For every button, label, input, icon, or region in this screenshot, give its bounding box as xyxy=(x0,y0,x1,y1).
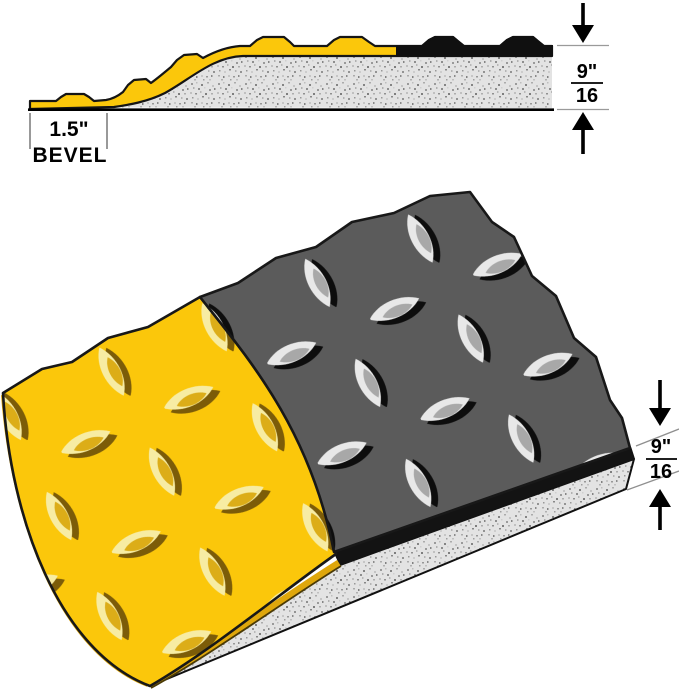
thickness-dimension-cross-section: 9" 16 xyxy=(557,3,609,154)
yellow-side-band-shadow-line xyxy=(150,565,342,689)
isometric-view: 9" 16 xyxy=(1,190,679,689)
thickness-denominator: 16 xyxy=(576,85,598,107)
thickness-dimension-iso: 9" 16 xyxy=(626,380,679,530)
arrow-up-icon-iso xyxy=(649,489,671,530)
bevel-width-dimension: 1.5" BEVEL xyxy=(29,113,108,167)
thickness-numerator: 9" xyxy=(577,61,598,83)
arrow-up-icon xyxy=(572,112,594,154)
arrow-down-icon-iso xyxy=(649,380,671,426)
arrow-down-icon xyxy=(572,3,594,43)
extension-line-bottom-iso xyxy=(626,470,679,491)
black-surface-profile xyxy=(396,36,553,57)
granite-core-profile xyxy=(116,56,552,108)
thickness-denominator-iso: 16 xyxy=(650,461,672,483)
extension-line-top-iso xyxy=(635,428,679,447)
thickness-numerator-iso: 9" xyxy=(651,436,672,458)
bevel-text-label: BEVEL xyxy=(32,144,107,167)
bevel-width-label: 1.5" xyxy=(49,118,88,141)
cross-section-view: 1.5" BEVEL 9" 16 xyxy=(28,3,609,167)
